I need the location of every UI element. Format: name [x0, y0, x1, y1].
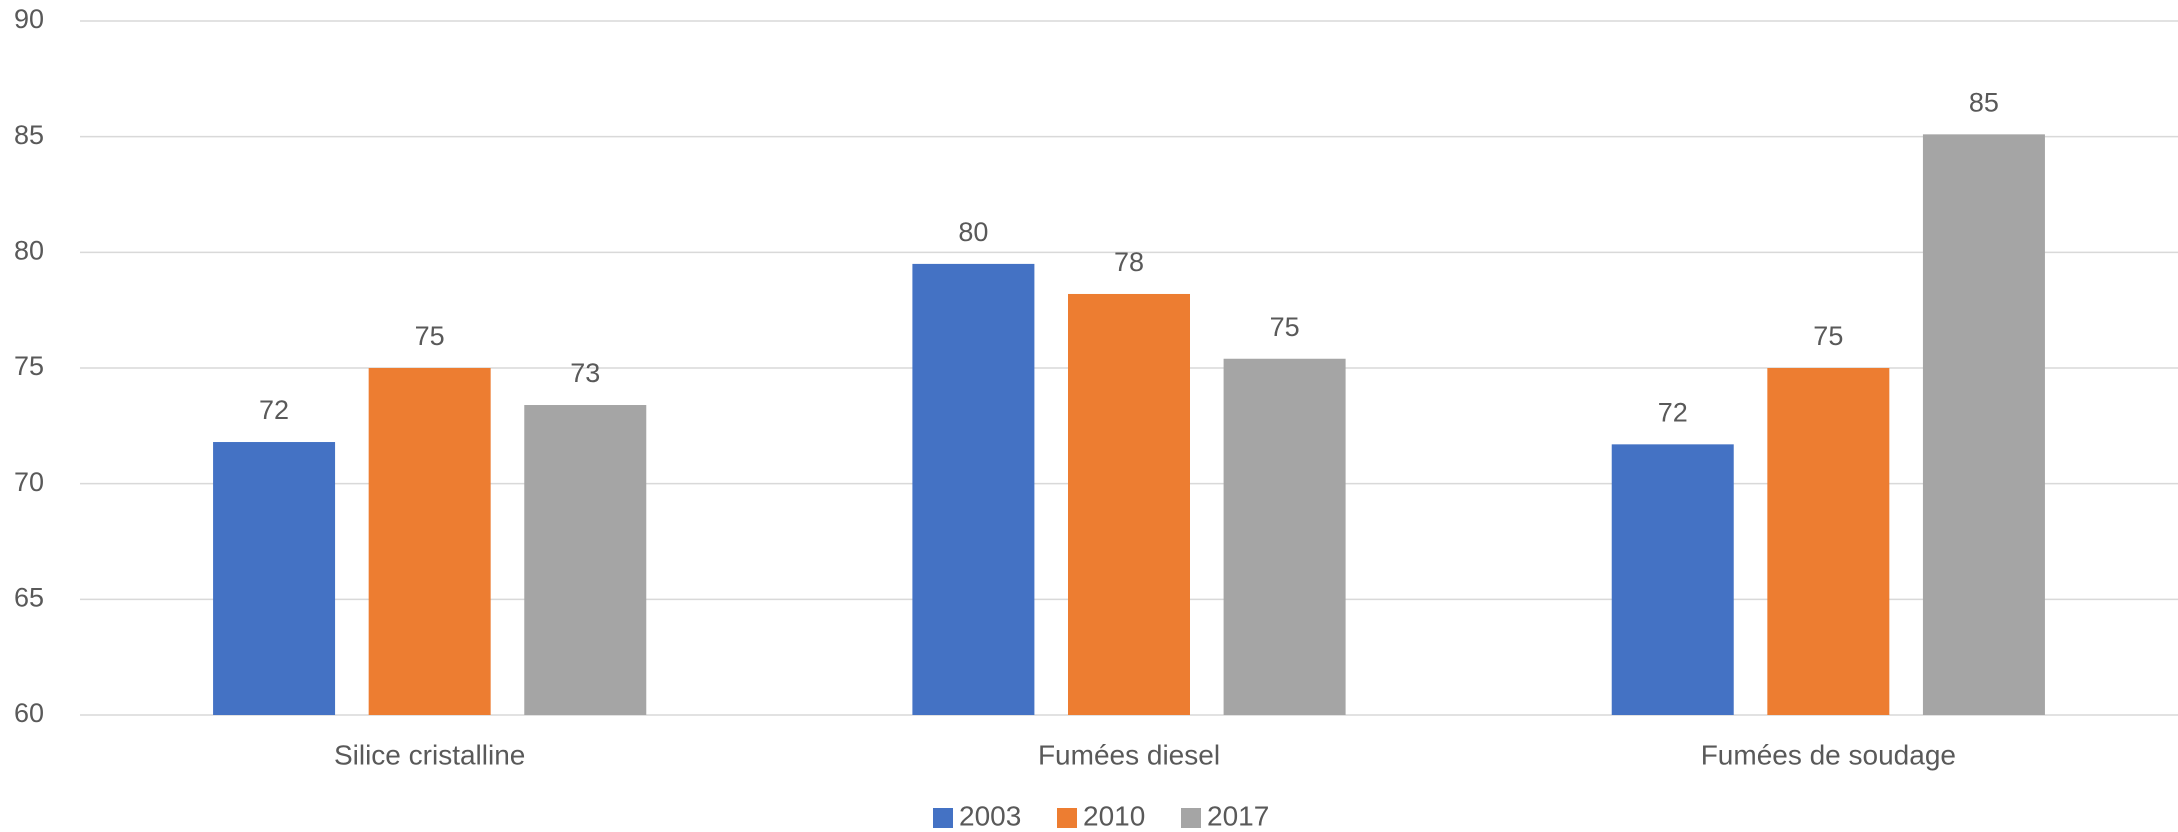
bar — [1922, 134, 2045, 715]
y-tick-label: 80 — [14, 235, 44, 265]
y-tick-label: 65 — [14, 582, 44, 612]
y-tick-label: 90 — [14, 4, 44, 34]
value-label: 78 — [1114, 247, 1144, 277]
y-tick-label: 70 — [14, 467, 44, 497]
value-label: 85 — [1969, 87, 1999, 117]
x-tick-label: Silice cristalline — [334, 739, 525, 770]
value-label: 73 — [570, 358, 600, 388]
bar — [1611, 444, 1734, 715]
legend-swatch — [933, 808, 953, 828]
value-label: 75 — [1813, 321, 1843, 351]
legend-label: 2003 — [959, 800, 1021, 831]
legend-swatch — [1181, 808, 1201, 828]
bar — [524, 405, 647, 715]
value-label: 72 — [259, 395, 289, 425]
bar — [912, 263, 1035, 715]
legend-label: 2017 — [1207, 800, 1269, 831]
legend-swatch — [1057, 808, 1077, 828]
bar — [1767, 368, 1890, 715]
bar — [368, 368, 491, 715]
y-tick-label: 85 — [14, 120, 44, 150]
value-label: 80 — [958, 217, 988, 247]
value-label: 75 — [415, 321, 445, 351]
y-tick-label: 75 — [14, 351, 44, 381]
value-label: 72 — [1658, 397, 1688, 427]
x-tick-label: Fumées de soudage — [1701, 739, 1956, 770]
bar — [1068, 293, 1190, 715]
x-tick-label: Fumées diesel — [1038, 739, 1220, 770]
y-tick-label: 60 — [14, 698, 44, 728]
legend-label: 2010 — [1083, 800, 1145, 831]
bar — [1223, 358, 1346, 715]
bar — [213, 442, 336, 715]
value-label: 75 — [1270, 312, 1300, 342]
